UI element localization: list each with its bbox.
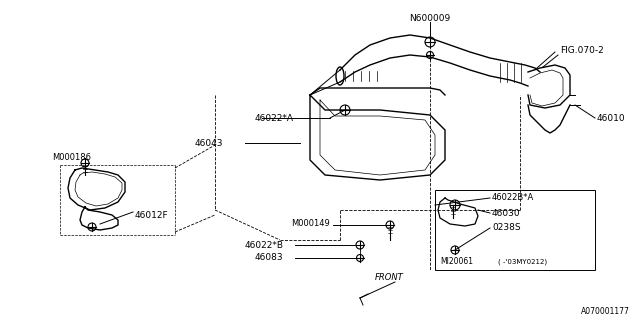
Text: M000149: M000149 <box>291 219 330 228</box>
Text: 46010: 46010 <box>597 114 626 123</box>
Text: FIG.070-2: FIG.070-2 <box>560 45 604 54</box>
Text: A070001177: A070001177 <box>581 308 630 316</box>
Text: 0238S: 0238S <box>492 223 520 233</box>
Text: M000186: M000186 <box>52 153 91 162</box>
Text: 46022*B: 46022*B <box>245 241 284 250</box>
Text: 46022*A: 46022*A <box>255 114 294 123</box>
Text: 46030: 46030 <box>492 209 520 218</box>
Text: FRONT: FRONT <box>375 274 404 283</box>
Text: 46022B*A: 46022B*A <box>492 194 534 203</box>
Text: 46043: 46043 <box>195 139 223 148</box>
Text: 46012F: 46012F <box>135 211 168 220</box>
Text: MI20061: MI20061 <box>440 258 473 267</box>
Text: 46083: 46083 <box>255 253 284 262</box>
Text: N600009: N600009 <box>410 13 451 22</box>
Text: ( -'03MY0212): ( -'03MY0212) <box>498 259 547 265</box>
Bar <box>435 190 595 270</box>
